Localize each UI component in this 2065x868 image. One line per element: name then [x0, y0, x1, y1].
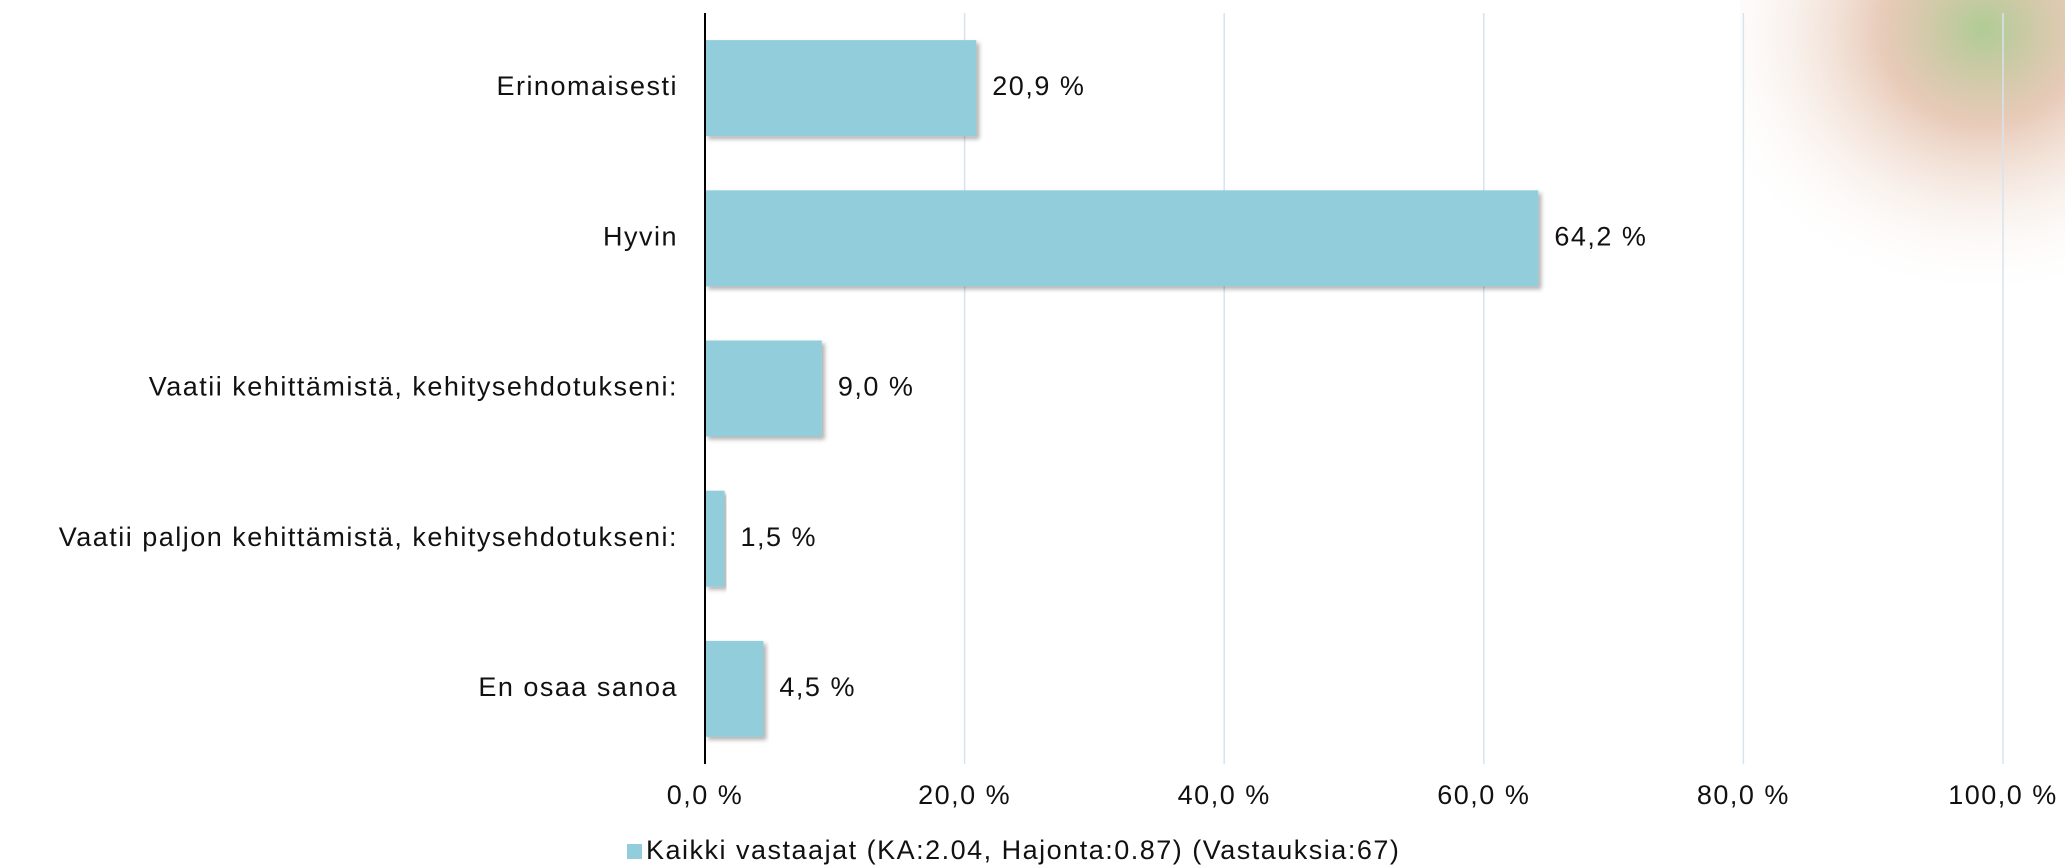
legend-label: Kaikki vastaajat (KA:2.04, Hajonta:0.87)…: [646, 835, 1400, 865]
bar: [705, 490, 725, 587]
value-label: 9,0 %: [838, 372, 915, 402]
legend-swatch: [627, 844, 642, 859]
value-label: 20,9 %: [992, 71, 1085, 101]
bar: [705, 190, 1539, 287]
bar: [705, 40, 977, 137]
y-tick-label: Erinomaisesti: [496, 71, 678, 101]
bar: [705, 640, 764, 737]
y-tick-label: En osaa sanoa: [478, 672, 678, 702]
bar: [705, 340, 822, 437]
value-label: 4,5 %: [779, 672, 856, 702]
x-tick-label: 100,0 %: [1948, 780, 2058, 810]
y-tick-label: Vaatii kehittämistä, kehitysehdotukseni:: [149, 372, 678, 402]
value-label: 64,2 %: [1554, 221, 1647, 251]
x-tick-label: 20,0 %: [918, 780, 1011, 810]
y-tick-label: Hyvin: [603, 221, 678, 251]
value-label: 1,5 %: [740, 522, 817, 552]
y-tick-label: Vaatii paljon kehittämistä, kehitysehdot…: [59, 522, 678, 552]
x-tick-label: 0,0 %: [667, 780, 744, 810]
x-tick-label: 40,0 %: [1178, 780, 1271, 810]
background-photo: [1740, 0, 2065, 300]
x-tick-label: 60,0 %: [1437, 780, 1530, 810]
x-tick-label: 80,0 %: [1697, 780, 1790, 810]
